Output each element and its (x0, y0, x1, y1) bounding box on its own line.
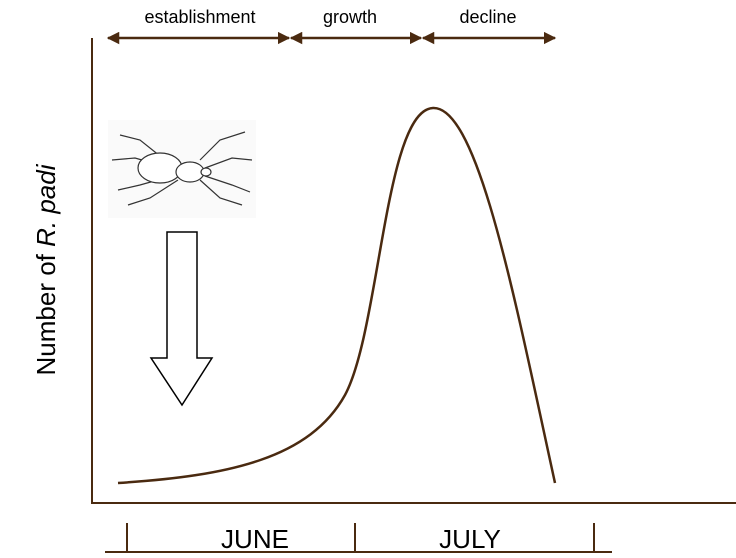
month-bar (105, 523, 612, 552)
diagram: establishment growth decline Number of R… (0, 0, 736, 558)
down-arrow (151, 232, 212, 405)
y-label-species: R. padi (31, 163, 61, 247)
y-label-text: Number of (31, 247, 61, 376)
month-label: JULY (439, 524, 501, 554)
phase-label: decline (459, 7, 516, 27)
month-label: JUNE (221, 524, 289, 554)
phase-label: establishment (144, 7, 255, 27)
spider-icon (108, 120, 256, 218)
y-axis-label: Number of R. padi (31, 163, 61, 375)
phase-label: growth (323, 7, 377, 27)
